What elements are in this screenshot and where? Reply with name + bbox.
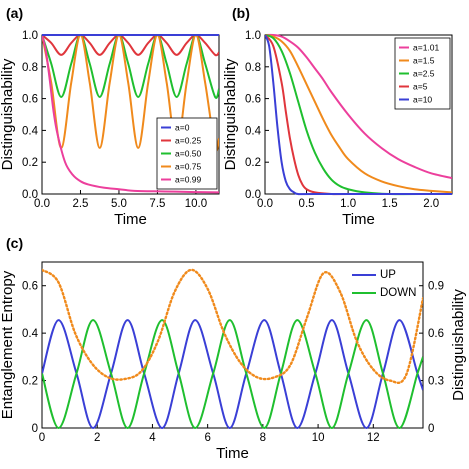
a-x-tick-label: 7.5	[149, 198, 165, 210]
c-y2-tick-label: 0.9	[428, 281, 444, 293]
a-x-tick-label: 2.5	[72, 198, 88, 210]
a-series-group	[42, 33, 219, 194]
c-series-group	[42, 268, 423, 429]
b-legend-label-a-2-5: a=2.5	[413, 69, 435, 79]
b-series-a-1-5-line	[265, 34, 452, 194]
a-y-tick-label: 0.2	[22, 157, 38, 169]
b-x-tick-label: 2.0	[423, 198, 439, 210]
c-legend-label-down: DOWN	[380, 287, 416, 299]
a-x-tick-label: 0.0	[34, 198, 50, 210]
b-x-tick-label: 1.0	[340, 198, 356, 210]
c-x-tick-label: 4	[149, 432, 156, 444]
a-x-tick-label: 5.0	[111, 198, 127, 210]
b-legend-label-a-1-01: a=1.01	[413, 43, 440, 53]
b-y-tick-label: 1.0	[245, 30, 261, 42]
a-y-tick-label: 0.6	[22, 94, 38, 106]
b-legend-label-a-5: a=5	[413, 82, 428, 92]
a-x-axis-label: Time	[114, 211, 147, 228]
a-series-a-0-99-line	[42, 34, 219, 194]
a-y-tick-label: 1.0	[22, 30, 38, 42]
b-y-tick-label: 0.4	[245, 125, 262, 137]
c-legend-label-up: UP	[380, 269, 396, 281]
c-y-tick-label: 0.6	[22, 281, 38, 293]
panel-c: 0 2 4 6 8 10 12 0 0.2 0.4 0.6 0 0.3 0.6 0.9 Distinguish…	[0, 261, 467, 462]
c-y-tick-label: 0.4	[22, 328, 39, 340]
a-y-tick-label: 0.4	[22, 125, 39, 137]
c-x-tick-label: 6	[204, 432, 210, 444]
panel-label-a: (a)	[6, 5, 23, 21]
b-x-tick-label: 0.0	[257, 198, 273, 210]
c-y2-tick-label: 0.3	[428, 376, 444, 388]
b-x-tick-label: 1.5	[382, 198, 398, 210]
c-y2-tick-label: 0.6	[428, 328, 444, 340]
c-series-down-line	[42, 319, 423, 429]
c-series-up-line	[42, 319, 423, 429]
b-y-tick-label: 0.8	[245, 62, 261, 74]
panel-b: 0.0 0.5 1.0 1.5 2.00.00.20.40.60.81.0TimeDis…	[222, 30, 453, 228]
b-series-a-1-01-line	[265, 33, 452, 180]
a-x-tick-label: 10.0	[185, 198, 207, 210]
a-series-a-0-75-line	[42, 34, 219, 152]
a-legend-label-a-0-75: a=0.75	[175, 162, 202, 172]
a-legend-label-a-0-25: a=0.25	[175, 136, 202, 146]
c-y-tick-label: 0	[32, 423, 38, 435]
b-y-tick-label: 0.6	[245, 94, 261, 106]
c-x-tick-label: 10	[312, 432, 325, 444]
c-x-tick-label: 12	[367, 432, 380, 444]
b-x-axis-label: Time	[342, 211, 375, 228]
c-plot-frame	[41, 261, 424, 429]
a-legend-label-a-0-50: a=0.50	[175, 149, 202, 159]
a-legend: a=0 a=0.25 a=0.50 a=0.75 a=0.99	[156, 117, 218, 190]
c-y-axis-label: Entanglement Entropy	[0, 270, 16, 419]
b-legend-label-a-10: a=10	[413, 95, 432, 105]
c-y2-tick-label: 0	[428, 423, 434, 435]
c-x-axis-label: Time	[216, 445, 249, 462]
c-x-tick-label: 8	[260, 432, 266, 444]
b-legend: a=1.01 a=1.5 a=2.5 a=5 a=10	[394, 37, 451, 110]
b-y-tick-label: 0.2	[245, 157, 261, 169]
a-y-axis-label: Distinguishability	[0, 58, 16, 170]
c-x-tick-label: 2	[94, 432, 100, 444]
c-legend: UP DOWN	[352, 269, 416, 299]
b-y-axis-label: Distinguishability	[222, 58, 239, 170]
panel-a: 0.0 2.5 5.0 7.5 10.0 0.0 0.2 0.4 0.6 0.8 1.0 Time Di…	[0, 30, 220, 228]
a-y-tick-label: 0.0	[22, 189, 38, 201]
c-series-dotted-distinguishability-line	[42, 268, 423, 385]
c-y2-axis-label: Distinguishability	[450, 289, 467, 401]
a-legend-label-a-0: a=0	[175, 123, 190, 133]
b-series-a-10-line	[265, 34, 452, 196]
b-x-tick-label: 0.5	[299, 198, 315, 210]
panel-label-c: (c)	[6, 235, 23, 251]
panel-label-b: (b)	[232, 5, 250, 21]
b-series-group	[265, 33, 452, 196]
a-y-tick-label: 0.8	[22, 62, 38, 74]
c-x-tick-label: 0	[39, 432, 45, 444]
b-y-tick-label: 0.0	[245, 189, 261, 201]
c-y-tick-label: 0.2	[22, 376, 38, 388]
b-legend-label-a-1-5: a=1.5	[413, 56, 435, 66]
a-legend-label-a-0-99: a=0.99	[175, 175, 202, 185]
